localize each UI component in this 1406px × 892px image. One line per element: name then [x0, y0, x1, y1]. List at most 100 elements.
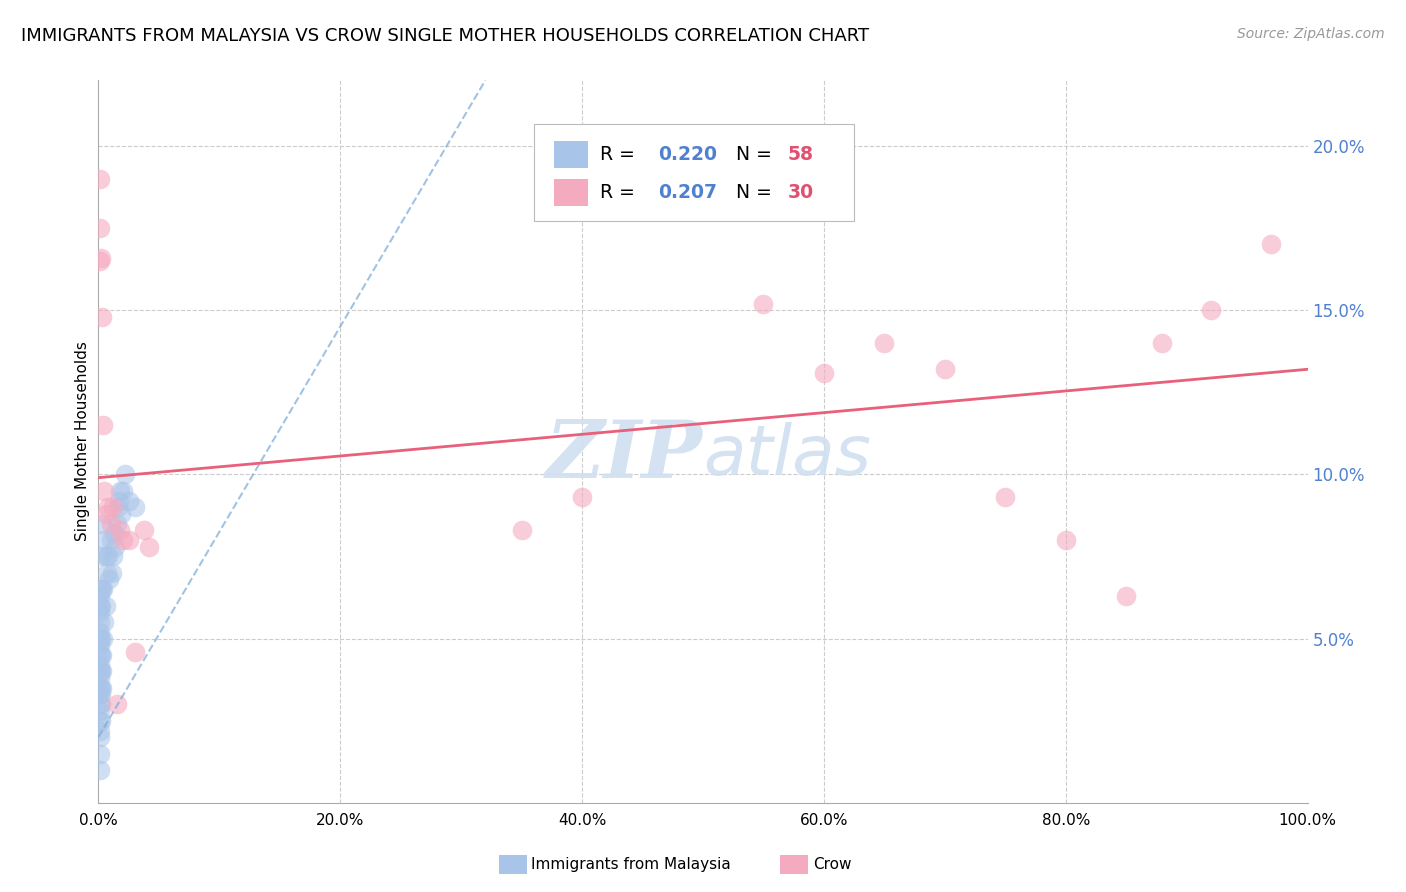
- Point: [1115, 589, 1137, 603]
- Text: Source: ZipAtlas.com: Source: ZipAtlas.com: [1237, 27, 1385, 41]
- Point: [96, 566, 118, 580]
- Point: [90, 599, 112, 613]
- Point: [111, 533, 134, 547]
- Point: [94, 507, 117, 521]
- Point: [93, 533, 115, 547]
- Point: [105, 516, 128, 531]
- Point: [114, 467, 136, 482]
- Bar: [554, 141, 588, 169]
- Point: [90, 632, 112, 646]
- Point: [103, 526, 125, 541]
- Point: [89, 589, 111, 603]
- Bar: [554, 178, 588, 206]
- Point: [91, 648, 114, 662]
- Point: [1199, 303, 1222, 318]
- Point: [89, 625, 111, 640]
- Point: [90, 549, 112, 564]
- Text: 30: 30: [787, 183, 814, 202]
- Point: [134, 523, 156, 537]
- Point: [1152, 336, 1174, 351]
- Text: IMMIGRANTS FROM MALAYSIA VS CROW SINGLE MOTHER HOUSEHOLDS CORRELATION CHART: IMMIGRANTS FROM MALAYSIA VS CROW SINGLE …: [21, 27, 869, 45]
- Point: [89, 723, 111, 738]
- Point: [89, 681, 111, 695]
- Text: N =: N =: [735, 145, 778, 164]
- Point: [118, 493, 141, 508]
- Point: [89, 698, 111, 712]
- Point: [91, 582, 114, 597]
- Point: [89, 221, 111, 235]
- Point: [91, 310, 114, 324]
- Point: [90, 714, 112, 728]
- Point: [89, 648, 111, 662]
- Point: [1054, 533, 1077, 547]
- Point: [138, 540, 160, 554]
- Point: [93, 615, 115, 630]
- Text: N =: N =: [735, 183, 778, 202]
- Point: [97, 500, 120, 515]
- Point: [89, 704, 111, 718]
- Point: [89, 253, 111, 268]
- Point: [94, 549, 117, 564]
- Point: [89, 615, 111, 630]
- Point: [91, 516, 114, 531]
- Point: [118, 533, 141, 547]
- Point: [107, 500, 129, 515]
- Point: [100, 533, 122, 547]
- Point: [98, 573, 121, 587]
- Text: Crow: Crow: [813, 857, 851, 871]
- Point: [94, 599, 117, 613]
- Point: [813, 366, 835, 380]
- Point: [89, 671, 111, 685]
- Text: R =: R =: [600, 145, 641, 164]
- Point: [100, 516, 122, 531]
- Point: [100, 566, 122, 580]
- Point: [104, 540, 127, 554]
- Point: [91, 681, 114, 695]
- Point: [89, 657, 111, 672]
- Point: [89, 665, 111, 679]
- Point: [510, 523, 533, 537]
- Text: 58: 58: [787, 145, 814, 164]
- Point: [90, 681, 112, 695]
- Point: [1260, 237, 1282, 252]
- Point: [91, 632, 114, 646]
- Point: [108, 483, 131, 498]
- Point: [89, 714, 111, 728]
- Point: [90, 648, 112, 662]
- Point: [934, 362, 956, 376]
- Point: [89, 605, 111, 619]
- Point: [994, 491, 1017, 505]
- FancyBboxPatch shape: [534, 124, 855, 221]
- Text: Immigrants from Malaysia: Immigrants from Malaysia: [531, 857, 731, 871]
- Point: [873, 336, 896, 351]
- Point: [89, 632, 111, 646]
- Point: [91, 665, 114, 679]
- Text: R =: R =: [600, 183, 641, 202]
- Point: [108, 523, 131, 537]
- Point: [111, 483, 134, 498]
- Y-axis label: Single Mother Households: Single Mother Households: [75, 342, 90, 541]
- Text: atlas: atlas: [703, 423, 870, 490]
- Text: 0.207: 0.207: [658, 183, 717, 202]
- Point: [110, 507, 132, 521]
- Point: [752, 296, 775, 310]
- Point: [124, 500, 146, 515]
- Point: [89, 687, 111, 701]
- Point: [89, 638, 111, 652]
- Point: [97, 549, 120, 564]
- Point: [108, 493, 131, 508]
- Point: [101, 500, 124, 515]
- Point: [89, 599, 111, 613]
- Point: [90, 582, 112, 597]
- Point: [91, 582, 114, 597]
- Point: [90, 698, 112, 712]
- Point: [101, 549, 124, 564]
- Point: [89, 747, 111, 761]
- Point: [89, 730, 111, 744]
- Point: [571, 491, 593, 505]
- Point: [91, 418, 114, 433]
- Point: [105, 698, 128, 712]
- Point: [124, 645, 146, 659]
- Point: [90, 687, 112, 701]
- Point: [89, 763, 111, 777]
